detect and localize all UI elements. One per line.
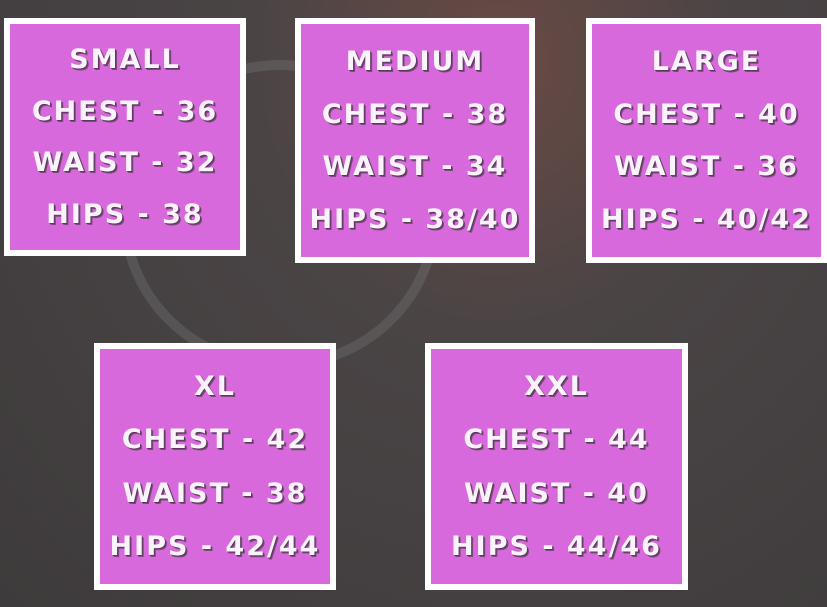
size-name: XXL bbox=[524, 371, 589, 403]
hips-measurement: HIPS - 42/44 bbox=[109, 530, 321, 562]
hips-measurement: HIPS - 38/40 bbox=[309, 204, 521, 236]
size-card-small: SMALL CHEST - 36 WAIST - 32 HIPS - 38 bbox=[4, 18, 246, 256]
waist-measurement: WAIST - 34 bbox=[322, 151, 508, 183]
waist-measurement: WAIST - 38 bbox=[122, 477, 308, 509]
chest-measurement: CHEST - 38 bbox=[321, 98, 509, 130]
hips-measurement: HIPS - 44/46 bbox=[451, 530, 662, 562]
size-name: XL bbox=[193, 371, 237, 403]
waist-measurement: WAIST - 36 bbox=[614, 151, 799, 183]
size-card-xl: XL CHEST - 42 WAIST - 38 HIPS - 42/44 bbox=[94, 343, 336, 590]
chest-measurement: CHEST - 44 bbox=[463, 424, 650, 456]
size-name: LARGE bbox=[651, 45, 762, 77]
size-name: MEDIUM bbox=[345, 45, 485, 77]
chest-measurement: CHEST - 42 bbox=[121, 424, 309, 456]
hips-measurement: HIPS - 40/42 bbox=[601, 204, 812, 236]
size-card-xxl: XXL CHEST - 44 WAIST - 40 HIPS - 44/46 bbox=[425, 343, 688, 590]
chest-measurement: CHEST - 36 bbox=[31, 95, 219, 127]
waist-measurement: WAIST - 32 bbox=[32, 147, 218, 179]
size-card-large: LARGE CHEST - 40 WAIST - 36 HIPS - 40/42 bbox=[586, 18, 827, 263]
chest-measurement: CHEST - 40 bbox=[613, 98, 800, 130]
hips-measurement: HIPS - 38 bbox=[46, 198, 204, 230]
waist-measurement: WAIST - 40 bbox=[464, 477, 649, 509]
size-card-medium: MEDIUM CHEST - 38 WAIST - 34 HIPS - 38/4… bbox=[295, 18, 535, 263]
size-name: SMALL bbox=[69, 44, 181, 76]
